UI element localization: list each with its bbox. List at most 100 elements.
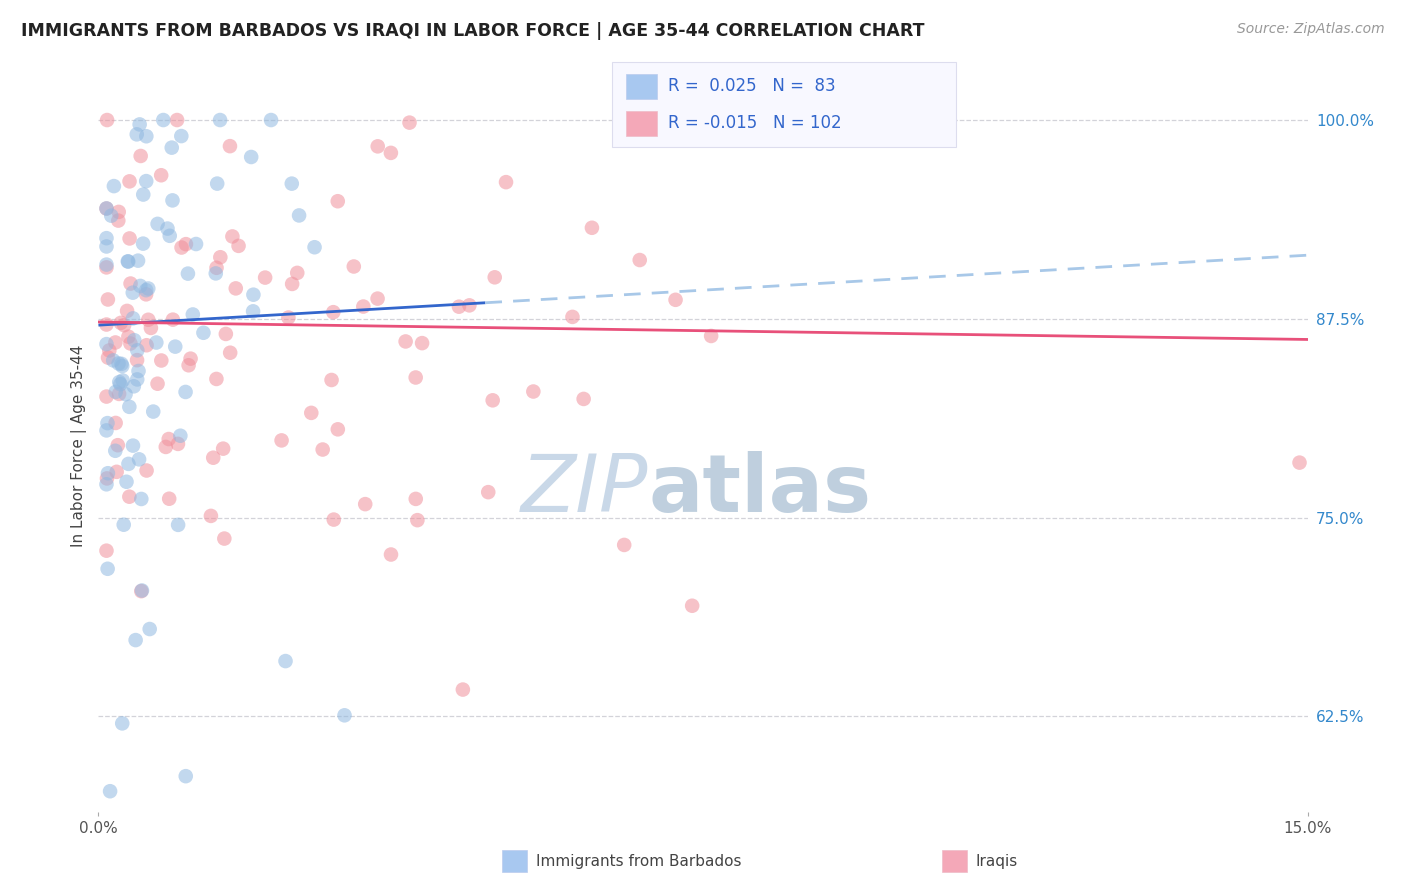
Point: [322, 305, 344, 319]
Point: [131, 583, 153, 598]
Point: [118, 400, 141, 414]
Point: [228, 239, 250, 253]
Point: [107, 438, 129, 452]
Point: [108, 375, 131, 389]
Point: [447, 300, 470, 314]
Point: [304, 240, 326, 254]
Point: [180, 351, 202, 366]
Point: [451, 682, 474, 697]
Point: [96, 113, 118, 128]
Point: [127, 253, 149, 268]
Point: [96, 390, 118, 404]
Point: [219, 139, 242, 153]
Point: [288, 209, 311, 223]
Point: [118, 231, 141, 245]
Point: [120, 277, 142, 291]
Text: Immigrants from Barbados: Immigrants from Barbados: [536, 854, 741, 869]
Point: [167, 517, 190, 532]
Point: [484, 270, 506, 285]
Point: [117, 329, 139, 343]
Point: [394, 334, 416, 349]
Point: [135, 338, 157, 352]
Point: [100, 209, 122, 223]
Point: [138, 622, 160, 636]
Text: R = -0.015   N = 102: R = -0.015 N = 102: [668, 114, 841, 132]
Point: [159, 228, 181, 243]
Point: [103, 179, 125, 194]
Point: [111, 359, 134, 373]
Y-axis label: In Labor Force | Age 35-44: In Labor Force | Age 35-44: [72, 345, 87, 547]
Point: [561, 310, 583, 324]
Point: [139, 321, 162, 335]
Point: [136, 312, 159, 326]
Text: IMMIGRANTS FROM BARBADOS VS IRAQI IN LABOR FORCE | AGE 35-44 CORRELATION CHART: IMMIGRANTS FROM BARBADOS VS IRAQI IN LAB…: [21, 22, 925, 40]
Point: [166, 113, 188, 128]
Point: [181, 308, 204, 322]
Point: [127, 372, 149, 386]
Text: ZIP: ZIP: [522, 450, 648, 529]
Point: [398, 115, 420, 129]
Point: [104, 443, 127, 458]
Point: [96, 337, 118, 351]
Point: [125, 353, 148, 368]
Point: [128, 364, 150, 378]
Point: [118, 490, 141, 504]
Point: [581, 220, 603, 235]
Point: [118, 174, 141, 188]
Point: [121, 285, 143, 300]
Text: Iraqis: Iraqis: [976, 854, 1018, 869]
Point: [122, 379, 145, 393]
Point: [380, 548, 402, 562]
Point: [136, 281, 159, 295]
Point: [128, 452, 150, 467]
Point: [146, 217, 169, 231]
Point: [628, 253, 651, 268]
Point: [205, 260, 228, 275]
Point: [117, 254, 139, 268]
Point: [613, 538, 636, 552]
Point: [152, 113, 174, 128]
Point: [128, 117, 150, 131]
Point: [157, 432, 180, 446]
Point: [120, 336, 142, 351]
Point: [96, 260, 118, 275]
Point: [107, 213, 129, 227]
Point: [200, 508, 222, 523]
Point: [104, 384, 127, 399]
Point: [111, 716, 134, 731]
Point: [174, 769, 197, 783]
Point: [281, 177, 304, 191]
Point: [177, 358, 200, 372]
Point: [193, 326, 215, 340]
Point: [117, 457, 139, 471]
Point: [96, 424, 118, 438]
Point: [135, 287, 157, 301]
Point: [97, 467, 120, 481]
Point: [343, 260, 366, 274]
Point: [150, 353, 173, 368]
Point: [572, 392, 595, 406]
Point: [170, 129, 193, 144]
Point: [700, 329, 723, 343]
Point: [117, 254, 139, 268]
Point: [98, 784, 121, 798]
Point: [97, 293, 120, 307]
Point: [270, 434, 292, 448]
Point: [411, 336, 433, 351]
Text: Source: ZipAtlas.com: Source: ZipAtlas.com: [1237, 22, 1385, 37]
Point: [96, 543, 118, 558]
Point: [219, 345, 242, 359]
Point: [132, 236, 155, 251]
Point: [277, 310, 299, 325]
Point: [146, 376, 169, 391]
Point: [155, 440, 177, 454]
Text: atlas: atlas: [648, 450, 872, 529]
Point: [98, 343, 121, 358]
Point: [406, 513, 429, 527]
Point: [169, 428, 191, 442]
Point: [145, 335, 167, 350]
Point: [664, 293, 686, 307]
Point: [204, 267, 226, 281]
Point: [114, 387, 136, 401]
Point: [177, 267, 200, 281]
